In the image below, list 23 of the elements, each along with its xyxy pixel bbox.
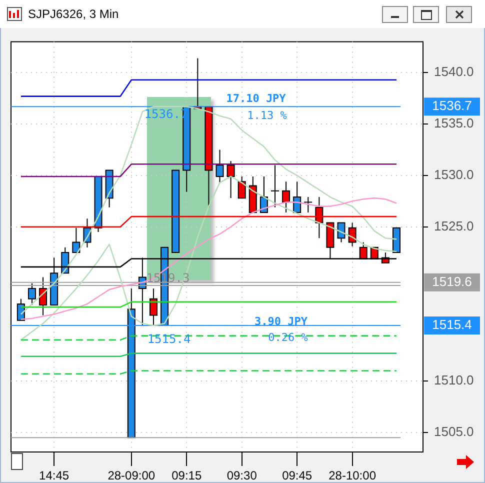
y-tick-label: 1530.0: [434, 167, 474, 182]
y-tick-label: 1510.0: [434, 372, 474, 388]
y-tick-label: 1540.0: [434, 64, 474, 80]
x-tick-label: 28-10:00: [328, 468, 376, 483]
y-tick-label: 1535.0: [434, 116, 474, 131]
x-tick-label: 09:30: [226, 468, 258, 483]
x-tick-label: 09:15: [172, 468, 202, 483]
annotation: 1.13 %: [247, 108, 288, 122]
x-tick-label: 28-09:00: [108, 468, 156, 483]
candlestick: [304, 196, 313, 213]
ref-line-label: 1519.6: [432, 274, 472, 289]
ref-line-label: 1515.4: [432, 317, 472, 332]
annotation: 0.26 %: [268, 330, 308, 344]
chart-title: SJPJ6326, 3 Min: [28, 7, 119, 21]
annotation: 1515.4: [147, 332, 191, 346]
annotation: 3.90 JPY: [254, 314, 308, 328]
x-tick-label: 14:45: [39, 468, 70, 483]
ref-line-label: 1536.7: [432, 98, 472, 114]
y-tick-label: 1525.0: [434, 218, 474, 234]
y-tick-label: 1505.0: [434, 424, 474, 440]
x-tick-label: 09:45: [282, 468, 312, 483]
annotation: 17.10 JPY: [226, 92, 286, 105]
candlestick: [270, 164, 280, 208]
